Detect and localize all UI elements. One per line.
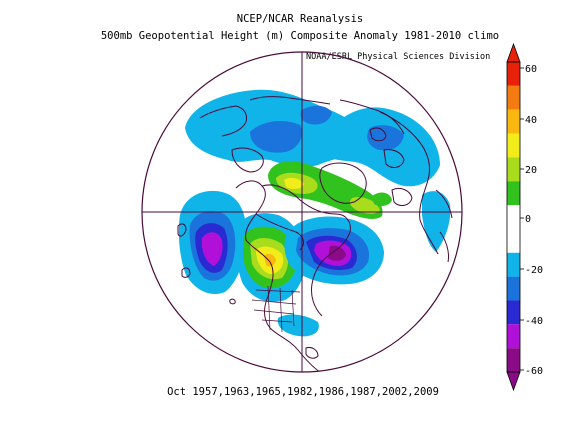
- colorbar-segment: [507, 252, 520, 277]
- credit-label: NOAA/ESRL Physical Sciences Division: [306, 52, 491, 62]
- colorbar-tick-label: 60: [525, 64, 537, 75]
- map-border: [141, 51, 463, 373]
- colorbar-segment: [507, 205, 520, 229]
- colorbar-segment: [507, 157, 520, 182]
- colorbar-segment: [507, 276, 520, 301]
- colorbar-tick-label: 20: [525, 165, 537, 176]
- composite-years-caption: Oct 1957,1963,1965,1982,1986,1987,2002,2…: [167, 386, 439, 398]
- colorbar-segment: [507, 324, 520, 349]
- colorbar-tick-label: 40: [525, 115, 537, 126]
- colorbar-segment: [507, 300, 520, 325]
- colorbar-tick-label: -20: [525, 265, 543, 276]
- colorbar-outline: [506, 61, 521, 373]
- colorbar-tick-label: -60: [525, 366, 543, 377]
- map-title: NCEP/NCAR Reanalysis: [236, 13, 364, 25]
- colorbar-tick-label: 0: [525, 214, 531, 225]
- state-boundaries: [251, 285, 301, 333]
- anomaly-field: [178, 89, 451, 337]
- colorbar-segment: [507, 348, 520, 372]
- colorbar-segment: [507, 181, 520, 206]
- coastlines: [177, 96, 453, 372]
- colorbar-segment: [507, 109, 520, 134]
- colorbar: 60 40 20 0 -20 -40 -60: [506, 42, 543, 392]
- colorbar-max-arrow: [506, 42, 521, 63]
- colorbar-segment: [507, 62, 520, 86]
- map-subtitle: 500mb Geopotential Height (m) Composite …: [100, 30, 500, 42]
- colorbar-tick-label: -40: [525, 316, 543, 327]
- colorbar-segment: [507, 85, 520, 110]
- colorbar-min-arrow: [506, 371, 521, 392]
- colorbar-segment: [507, 228, 520, 253]
- colorbar-segment: [507, 133, 520, 158]
